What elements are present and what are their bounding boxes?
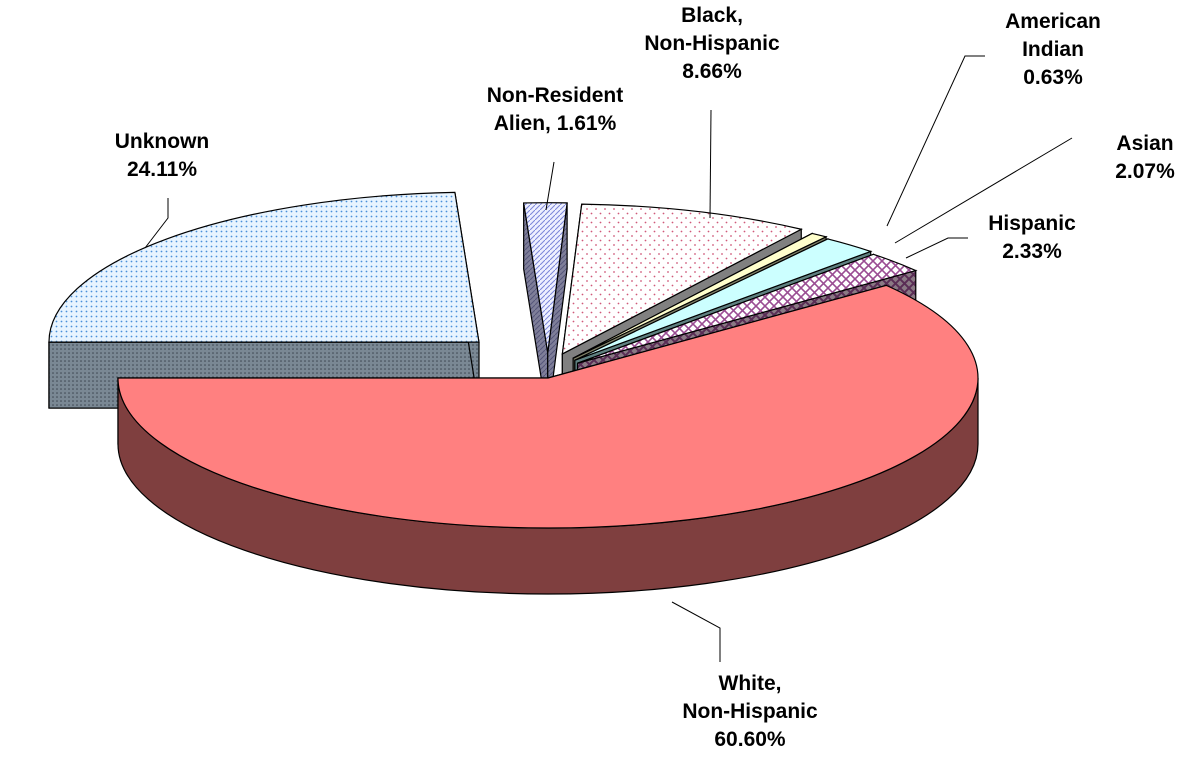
slice-label-asian: Asian 2.07%: [1115, 132, 1175, 183]
slice-labels: White, Non-Hispanic 60.60% Hispanic 2.33% Asi…: [115, 4, 1175, 751]
leader-line-american-indian: [886, 55, 985, 227]
slice-label-line: 0.63%: [1023, 66, 1083, 89]
slice-label-line: Non-Resident: [487, 84, 624, 107]
slice-label-line: Indian: [1022, 38, 1084, 61]
pie-slices: [48, 191, 979, 595]
slice-label-black-non-hispanic: Black, Non-Hispanic 8.66%: [644, 4, 780, 83]
slice-label-line: 2.07%: [1115, 160, 1175, 183]
leader-line-hispanic: [905, 237, 968, 259]
slice-top-face: [574, 238, 873, 361]
slice-top-face: [577, 253, 918, 364]
leader-line-black-non-hispanic: [709, 109, 712, 219]
slice-label-non-resident-alien: Non-Resident Alien, 1.61%: [487, 84, 624, 135]
slice-label-hispanic: Hispanic 2.33%: [988, 212, 1076, 263]
leader-line-non-resident-alien: [545, 161, 555, 211]
slice-white-non-hispanic: [117, 284, 979, 595]
slice-top-face: [48, 191, 480, 343]
slice-label-unknown: Unknown 24.11%: [115, 130, 210, 181]
slice-label-line: Unknown: [115, 130, 210, 153]
slice-label-white-non-hispanic: White, Non-Hispanic 60.60%: [682, 672, 818, 751]
slice-top-face: [522, 202, 568, 353]
slice-label-line: Asian: [1116, 132, 1173, 155]
slice-top-face: [561, 203, 803, 356]
slice-label-line: Alien, 1.61%: [494, 112, 617, 135]
slice-top-face: [572, 232, 828, 359]
slice-label-line: White,: [719, 672, 782, 695]
slice-unknown: [48, 191, 480, 409]
leader-lines: [144, 55, 1073, 662]
slice-label-american-indian: American Indian 0.63%: [1005, 10, 1101, 89]
leader-line-unknown: [144, 198, 169, 249]
slice-label-line: 8.66%: [682, 60, 742, 83]
slice-label-line: 60.60%: [714, 728, 786, 751]
slice-top-face: [117, 284, 979, 529]
slice-non-resident-alien: [522, 202, 568, 419]
slice-label-line: 24.11%: [127, 158, 197, 181]
leader-line-white-non-hispanic: [671, 601, 721, 662]
slice-label-line: Non-Hispanic: [644, 32, 780, 55]
slice-label-line: Hispanic: [988, 212, 1076, 235]
slice-label-line: Black,: [681, 4, 743, 27]
slice-label-line: American: [1005, 10, 1101, 33]
leader-line-asian: [894, 137, 1073, 244]
slice-label-line: Non-Hispanic: [682, 700, 818, 723]
slice-label-line: 2.33%: [1002, 240, 1062, 263]
